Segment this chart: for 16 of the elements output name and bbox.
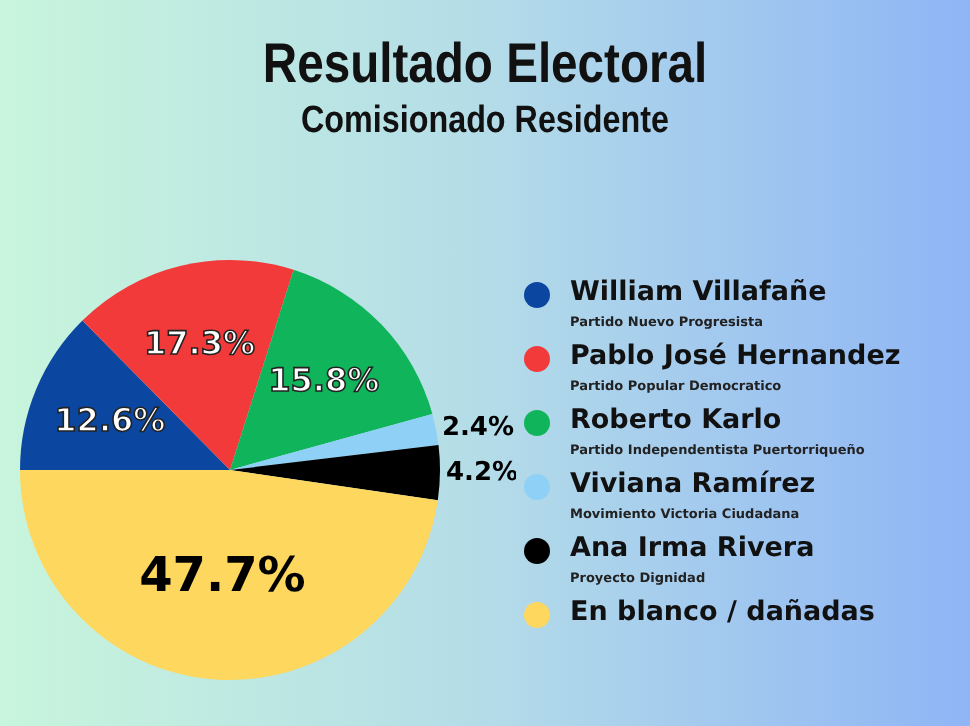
legend-label: Ana Irma Rivera [570, 532, 815, 564]
data-label: 15.8% [268, 360, 380, 399]
data-label: 47.7% [139, 546, 306, 603]
legend-label: Pablo José Hernandez [570, 340, 901, 372]
chart-title: Resultado Electoral [260, 32, 710, 96]
legend-label: En blanco / dañadas [570, 596, 875, 628]
legend-label: Roberto Karlo [570, 404, 782, 436]
chart-subtitle: Comisionado Residente [299, 98, 671, 146]
data-label: 17.3% [144, 324, 256, 363]
data-label: 2.4% [441, 413, 515, 444]
legend-label: Viviana Ramírez [570, 468, 816, 500]
data-label: 12.6% [54, 400, 166, 439]
pie-slice [20, 470, 438, 680]
pie-slice [230, 444, 440, 501]
pie-slice [230, 413, 439, 470]
legend-label: William Villafañe [570, 276, 827, 308]
